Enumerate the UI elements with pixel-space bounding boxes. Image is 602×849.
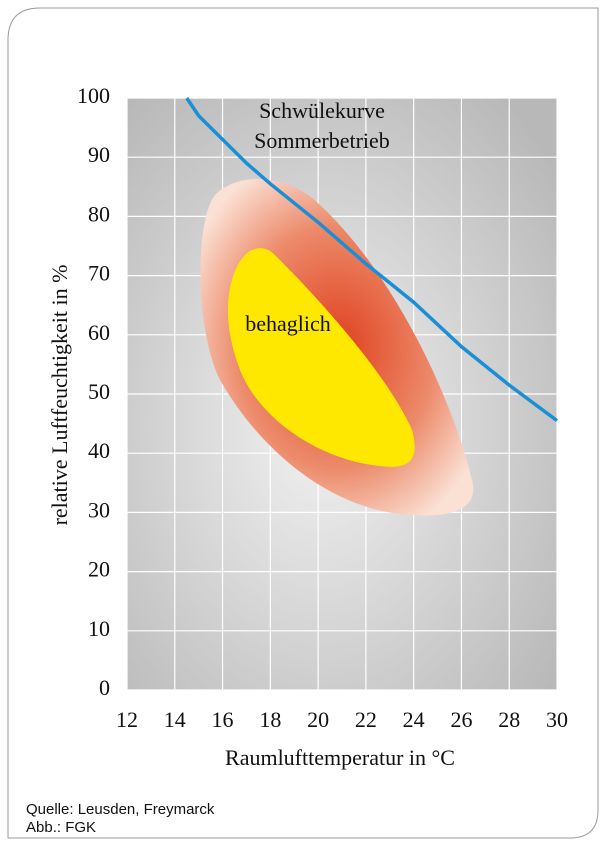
marks [185, 97, 559, 423]
x-tick-label: 14 [164, 707, 186, 732]
y-tick-label: 20 [88, 557, 110, 582]
curve [185, 97, 559, 423]
grid [126, 97, 558, 691]
comfort-zone-inner [227, 248, 415, 467]
annotation: Schwülekurve [259, 98, 385, 123]
x-tick-label: 16 [212, 707, 234, 732]
y-tick-label: 70 [88, 261, 110, 286]
source: Quelle: Leusden, Freymarck [26, 801, 215, 818]
y-tick-label: 0 [99, 675, 110, 700]
x-tick-label: 30 [546, 707, 568, 732]
x-tick-label: 28 [498, 707, 520, 732]
x-tick-label: 18 [259, 707, 281, 732]
x-tick-label: 26 [450, 707, 472, 732]
x-tick-label: 12 [116, 707, 138, 732]
y-tick-label: 10 [88, 616, 110, 641]
x-tick-label: 24 [403, 707, 425, 732]
y-axis-label: relative Luftfeuchtigkeit in % [47, 265, 72, 526]
y-tick-label: 80 [88, 201, 110, 226]
credit: Abb.: FGK [26, 819, 96, 836]
y-tick-label: 100 [77, 83, 110, 108]
annotation: Sommerbetrieb [254, 128, 390, 153]
y-tick-label: 60 [88, 320, 110, 345]
x-tick-label: 20 [307, 707, 329, 732]
card-frame [7, 7, 599, 839]
y-tick-label: 50 [88, 379, 110, 404]
y-tick-label: 90 [88, 142, 110, 167]
y-tick-label: 40 [88, 438, 110, 463]
y-tick-label: 30 [88, 497, 110, 522]
annotation: behaglich [245, 311, 331, 336]
x-tick-label: 22 [355, 707, 377, 732]
x-axis-label: Raumlufttemperatur in °C [225, 745, 455, 770]
